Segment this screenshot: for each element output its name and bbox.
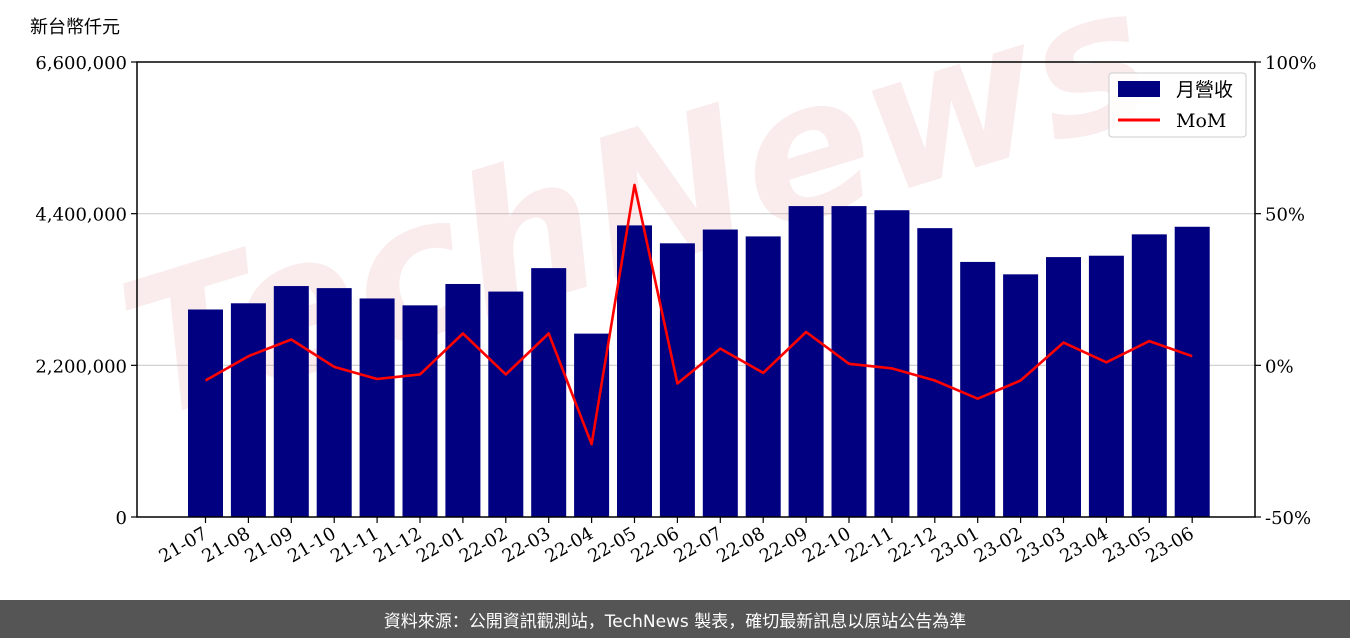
legend: 月營收 MoM [1108,72,1247,138]
revenue-bar [1003,274,1039,517]
x-tick-label: 22-07 [670,523,725,567]
y-right-tick-label: 0% [1265,356,1294,377]
y-right-tick-label: 50% [1265,205,1305,226]
x-tick-label: 23-01 [928,523,983,567]
mom-line [204,183,1193,446]
revenue-bar [1174,226,1210,518]
x-tick-label: 22-02 [456,523,511,567]
x-tick-label: 23-02 [971,523,1026,567]
x-tick-label: 22-05 [585,523,640,567]
legend-label-mom: MoM [1176,110,1226,132]
legend-swatch-revenue [1118,81,1160,97]
y-right-tick-label: -50% [1265,508,1311,529]
mom-series [204,183,1193,446]
revenue-bar [1131,234,1167,517]
x-tick-label: 22-08 [713,523,768,567]
revenue-bar [702,229,738,518]
x-tick-label: 22-11 [842,523,897,567]
footer-text: 資料來源：公開資訊觀測站，TechNews 製表，確切最新訊息以原站公告為準 [383,611,967,632]
x-tick-label: 22-10 [799,523,854,567]
revenue-bar [531,268,567,517]
x-tick-label: 21-10 [284,523,339,567]
x-tick-label: 23-05 [1099,523,1154,567]
revenue-bar [917,228,953,518]
revenue-bar [960,261,996,517]
bar-series [188,206,1210,518]
x-tick-label: 22-06 [627,523,682,567]
y-right-tick-label: 100% [1265,53,1316,74]
x-tick-label: 21-07 [156,523,211,567]
plot-frame [136,61,1256,518]
revenue-bar [188,309,223,517]
revenue-bar [1046,257,1081,517]
x-tick-label: 22-09 [756,523,811,567]
revenue-bar [230,303,266,517]
revenue-bar [273,286,309,517]
x-tick-label: 21-11 [327,523,382,567]
x-tick-label: 23-06 [1142,523,1197,567]
revenue-chart: 新台幣仟元 TechNews 02,200,0004,400,0006,600,… [30,0,1316,567]
revenue-bar [488,291,524,517]
revenue-bar [359,298,395,517]
unit-label: 新台幣仟元 [30,17,120,38]
revenue-bar [316,288,352,517]
revenue-bar [402,305,438,517]
y-left-tick-label: 4,400,000 [35,205,127,226]
revenue-bar [831,206,867,518]
y-left-tick-label: 2,200,000 [35,356,127,377]
x-tick-label: 22-01 [413,523,468,567]
revenue-bar [445,283,481,517]
y-left-tick-label: 0 [116,508,127,529]
revenue-bar [745,236,781,517]
x-tick-label: 22-03 [499,523,554,567]
revenue-bar [1088,255,1124,517]
revenue-bar [874,210,910,517]
legend-label-revenue: 月營收 [1176,79,1233,101]
revenue-bar [788,206,824,518]
x-tick-label: 23-04 [1056,523,1111,567]
x-tick-label: 23-03 [1014,523,1069,567]
source-footer: 資料來源：公開資訊觀測站，TechNews 製表，確切最新訊息以原站公告為準 [0,600,1350,638]
revenue-bar [617,225,652,518]
y-left-tick-label: 6,600,000 [35,53,127,74]
x-tick-label: 22-12 [885,523,940,567]
x-tick-label: 21-09 [241,523,296,567]
x-tick-label: 21-08 [198,523,253,567]
x-tick-label: 22-04 [542,523,597,567]
x-tick-label: 21-12 [370,523,425,567]
revenue-bar [574,333,610,517]
